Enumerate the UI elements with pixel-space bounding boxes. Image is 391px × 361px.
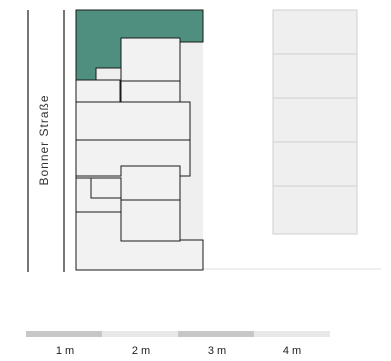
plan-unit[interactable]	[120, 37, 181, 82]
scale-segment-4	[254, 331, 330, 337]
highlighted-unit[interactable]	[75, 9, 204, 81]
scale-segment-3	[178, 331, 254, 337]
neighbor-unit[interactable]	[272, 97, 358, 143]
plan-units	[75, 37, 204, 271]
plan-unit[interactable]	[90, 177, 122, 199]
neighbor-unit[interactable]	[272, 141, 358, 187]
neighbor-unit[interactable]	[272, 185, 358, 235]
plan-unit[interactable]	[75, 211, 204, 271]
scale-bar	[26, 331, 330, 337]
plan-unit[interactable]	[75, 101, 191, 141]
scale-label-4: 4 m	[282, 345, 302, 357]
neighbor-units	[272, 9, 358, 235]
scale-label-2: 2 m	[131, 345, 151, 357]
plan-unit[interactable]	[75, 79, 121, 103]
neighbor-unit[interactable]	[272, 53, 358, 99]
neighbor-unit[interactable]	[272, 9, 358, 55]
scale-segment-1	[26, 331, 102, 337]
scale-label-3: 3 m	[207, 345, 227, 357]
scale-label-1: 1 m	[55, 345, 75, 357]
plan-unit[interactable]	[120, 199, 181, 242]
scale-segment-2	[102, 331, 178, 337]
street-label: Bonner Straße	[37, 94, 51, 186]
